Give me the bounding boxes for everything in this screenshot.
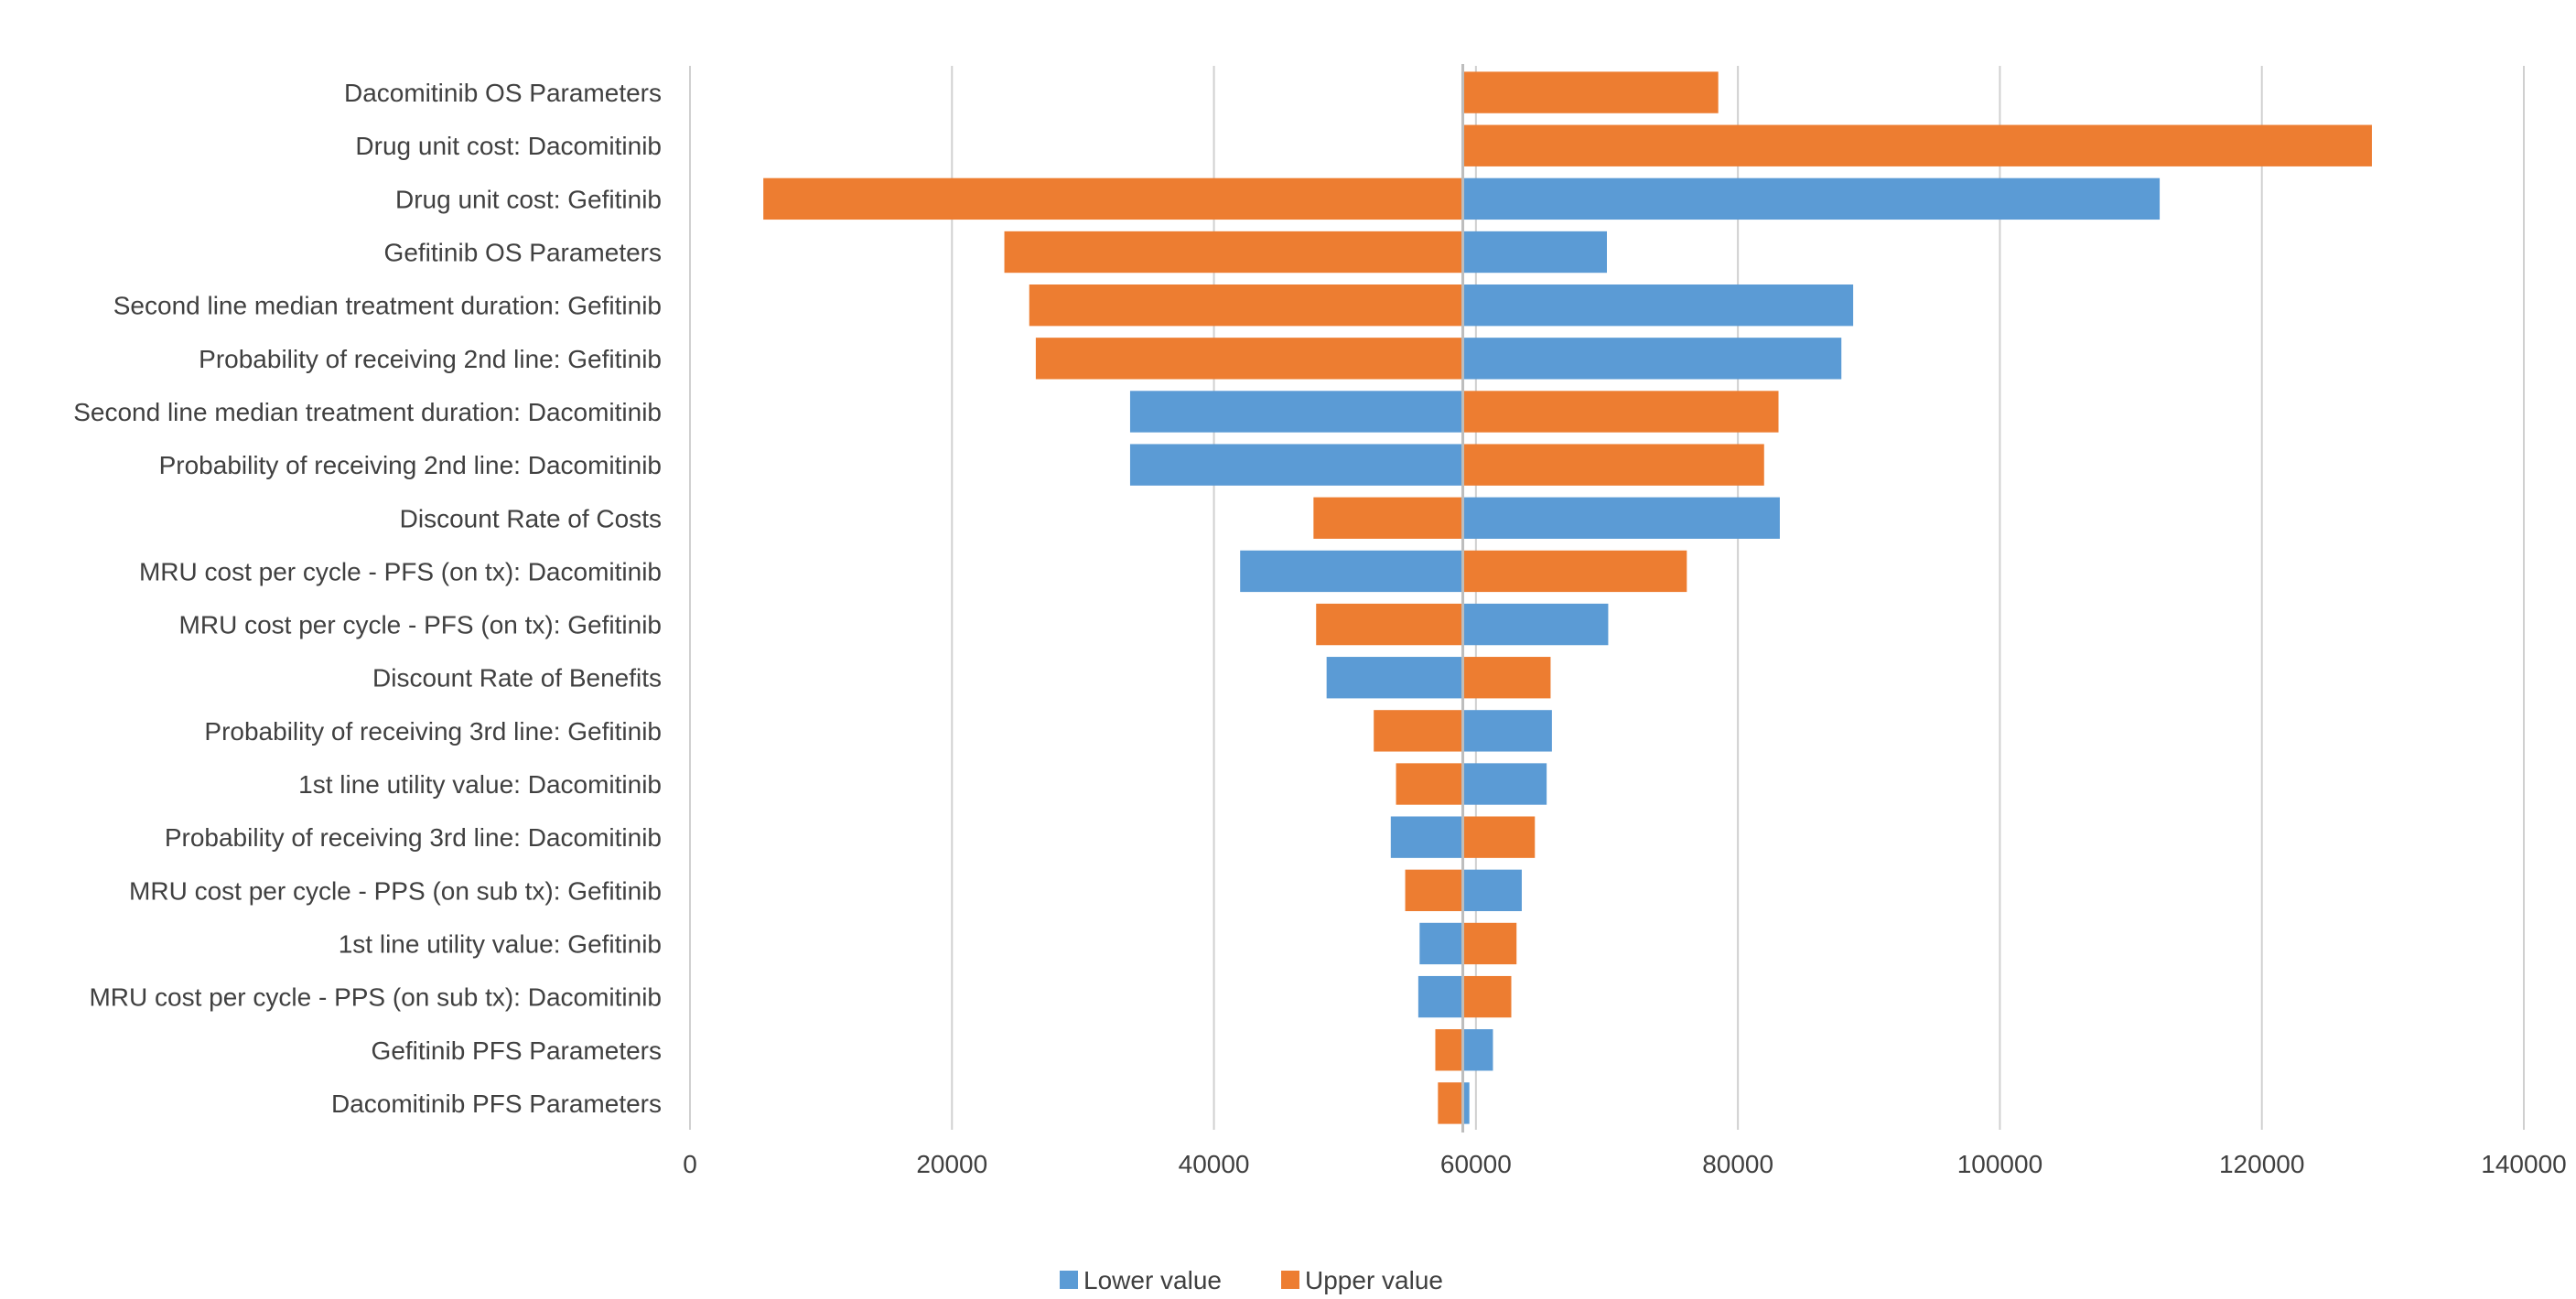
category-label: 1st line utility value: Gefitinib bbox=[339, 929, 662, 958]
legend: Lower value Upper value bbox=[1060, 1266, 1443, 1294]
bar-upper bbox=[1462, 922, 1517, 965]
category-label: Discount Rate of Costs bbox=[400, 504, 662, 532]
x-tick-label: 40000 bbox=[1179, 1150, 1250, 1178]
bar-lower bbox=[1462, 497, 1780, 539]
bar-lower bbox=[1462, 710, 1552, 752]
category-label: Probability of receiving 3rd line: Gefit… bbox=[204, 717, 662, 746]
category-label: MRU cost per cycle - PPS (on sub tx): Da… bbox=[89, 983, 662, 1012]
bar-upper bbox=[1029, 284, 1463, 327]
bar-upper bbox=[1004, 231, 1463, 274]
category-label: Gefitinib PFS Parameters bbox=[372, 1036, 662, 1065]
bar-upper bbox=[1462, 71, 1719, 113]
bar-lower bbox=[1462, 338, 1842, 380]
bar-upper bbox=[1396, 763, 1463, 805]
category-label: Probability of receiving 2nd line: Gefit… bbox=[199, 345, 662, 373]
bar-lower bbox=[1462, 763, 1547, 805]
bars bbox=[763, 71, 2372, 1124]
category-label: Drug unit cost: Dacomitinib bbox=[355, 132, 662, 160]
bar-lower bbox=[1390, 816, 1463, 858]
bar-upper bbox=[1405, 869, 1463, 912]
bar-upper bbox=[1462, 975, 1512, 1018]
bar-upper bbox=[1462, 816, 1536, 858]
x-tick-label: 80000 bbox=[1702, 1150, 1773, 1178]
x-tick-label: 140000 bbox=[2481, 1150, 2566, 1178]
category-labels: Dacomitinib OS Parameters Drug unit cost:… bbox=[73, 79, 662, 1118]
bar-upper bbox=[1462, 657, 1551, 699]
bar-upper bbox=[1462, 124, 2372, 166]
legend-label-lower: Lower value bbox=[1083, 1266, 1222, 1294]
bar-lower bbox=[1462, 1029, 1493, 1071]
x-tick-label: 100000 bbox=[1957, 1150, 2042, 1178]
category-label: Probability of receiving 3rd line: Dacom… bbox=[165, 823, 662, 852]
bar-upper bbox=[763, 177, 1463, 220]
bar-upper bbox=[1035, 338, 1463, 380]
bar-lower bbox=[1462, 177, 2161, 220]
x-tick-label: 20000 bbox=[916, 1150, 987, 1178]
bar-upper bbox=[1462, 444, 1764, 486]
bar-upper bbox=[1462, 391, 1779, 433]
bar-lower bbox=[1129, 391, 1463, 433]
category-label: Discount Rate of Benefits bbox=[372, 664, 662, 692]
bar-upper bbox=[1374, 710, 1463, 752]
x-axis-ticks: 0 20000 40000 60000 80000 100000 120000 140000 bbox=[683, 1150, 2567, 1178]
bar-lower bbox=[1462, 603, 1609, 646]
bar-lower bbox=[1129, 444, 1463, 486]
bar-upper bbox=[1435, 1029, 1463, 1071]
bar-lower bbox=[1326, 657, 1463, 699]
bar-lower bbox=[1462, 284, 1854, 327]
bar-lower bbox=[1240, 550, 1463, 593]
category-label: Dacomitinib OS Parameters bbox=[344, 79, 662, 107]
bar-upper bbox=[1438, 1082, 1463, 1124]
bar-lower bbox=[1462, 231, 1607, 274]
legend-label-upper: Upper value bbox=[1305, 1266, 1443, 1294]
gridlines bbox=[689, 66, 2525, 1130]
category-label: Second line median treatment duration: G… bbox=[113, 292, 662, 320]
category-label: MRU cost per cycle - PPS (on sub tx): Ge… bbox=[129, 876, 662, 905]
category-label: Probability of receiving 2nd line: Dacom… bbox=[159, 451, 662, 479]
category-label: MRU cost per cycle - PFS (on tx): Gefiti… bbox=[179, 611, 662, 639]
bar-upper bbox=[1316, 603, 1463, 646]
x-tick-label: 120000 bbox=[2219, 1150, 2304, 1178]
legend-swatch-lower bbox=[1060, 1271, 1078, 1289]
category-label: Gefitinib OS Parameters bbox=[384, 239, 662, 267]
bar-lower bbox=[1462, 869, 1522, 912]
category-label: Dacomitinib PFS Parameters bbox=[331, 1090, 662, 1118]
bar-lower bbox=[1462, 1082, 1470, 1124]
category-label: Drug unit cost: Gefitinib bbox=[395, 185, 662, 213]
category-label: 1st line utility value: Dacomitinib bbox=[298, 770, 662, 799]
bar-upper bbox=[1462, 550, 1687, 593]
category-label: Second line median treatment duration: D… bbox=[73, 398, 662, 426]
legend-swatch-upper bbox=[1281, 1271, 1299, 1289]
bar-upper bbox=[1313, 497, 1463, 539]
category-label: MRU cost per cycle - PFS (on tx): Dacomi… bbox=[139, 557, 662, 585]
bar-lower bbox=[1417, 975, 1463, 1018]
x-tick-label: 0 bbox=[683, 1150, 697, 1178]
x-tick-label: 60000 bbox=[1440, 1150, 1512, 1178]
bar-lower bbox=[1419, 922, 1463, 965]
